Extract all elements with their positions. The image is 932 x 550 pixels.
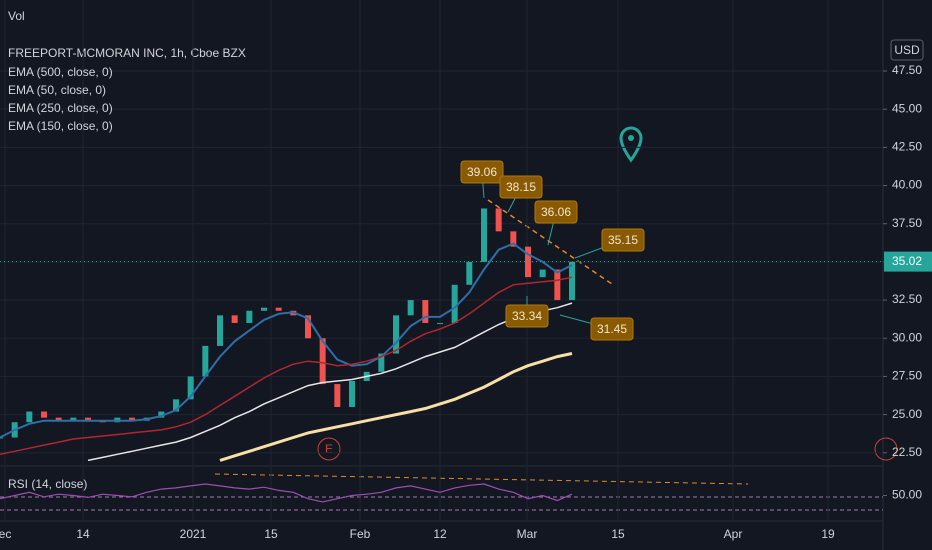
candle xyxy=(334,384,341,407)
event-label: E xyxy=(325,442,333,456)
legend-entry: EMA (500, close, 0) xyxy=(8,65,113,79)
rsi-line xyxy=(0,483,573,503)
candle xyxy=(466,261,473,285)
y-tick-label: 22.50 xyxy=(892,445,922,459)
candle xyxy=(70,417,77,421)
callout-box xyxy=(601,228,645,252)
candle xyxy=(85,417,91,421)
candle xyxy=(539,269,546,278)
x-tick-label: 19 xyxy=(821,527,835,541)
ema-line xyxy=(0,276,573,456)
candle xyxy=(231,315,238,323)
candle xyxy=(305,315,311,339)
x-tick-label: 12 xyxy=(433,527,447,541)
candle xyxy=(0,437,3,439)
y-tick-label: 42.50 xyxy=(892,140,922,154)
x-tick-label: Feb xyxy=(350,527,371,541)
callout-label: 38.15 xyxy=(506,180,536,194)
candle xyxy=(407,300,414,316)
candle xyxy=(495,208,502,232)
y-tick-label: 50.00 xyxy=(892,488,922,502)
legend-entry: EMA (150, close, 0) xyxy=(8,119,113,133)
candle xyxy=(349,381,355,407)
y-tick-label: 30.00 xyxy=(892,330,922,344)
rsi-trendline xyxy=(214,473,749,485)
candle xyxy=(41,411,47,418)
y-tick-label: 40.00 xyxy=(892,178,922,192)
last-price-box xyxy=(884,251,932,272)
x-tick-label: Mar xyxy=(517,527,538,541)
map-pin[interactable] xyxy=(619,126,643,163)
candle xyxy=(554,269,561,301)
y-tick-label: 45.00 xyxy=(892,101,922,115)
candle xyxy=(510,231,517,247)
y-tick-label: 27.50 xyxy=(892,369,922,383)
rsi-label: RSI (14, close) xyxy=(8,477,87,491)
map-pin-dot xyxy=(628,135,634,141)
candle xyxy=(173,399,179,412)
candle xyxy=(569,261,575,301)
candle xyxy=(217,315,223,346)
callout-label: 39.06 xyxy=(467,165,497,179)
legend-entry: EMA (250, close, 0) xyxy=(8,101,113,115)
candle xyxy=(437,322,443,324)
x-tick-label: ec xyxy=(0,527,11,541)
candle xyxy=(55,417,62,421)
candle xyxy=(451,284,458,323)
candle xyxy=(187,376,194,400)
callout-box xyxy=(499,175,543,199)
x-tick-label: 15 xyxy=(264,527,278,541)
callout-box xyxy=(534,200,578,224)
y-tick-label: 47.50 xyxy=(892,63,922,77)
callout-box xyxy=(505,304,549,328)
x-tick-label: 14 xyxy=(76,527,90,541)
price-trendline xyxy=(487,199,613,285)
currency: USD xyxy=(894,43,920,57)
x-tick-label: 2021 xyxy=(180,527,207,541)
candle xyxy=(422,300,429,323)
y-tick-label: 37.50 xyxy=(892,216,922,230)
callout-label: 33.34 xyxy=(512,309,542,323)
legend-entry: EMA (50, close, 0) xyxy=(8,83,106,97)
ema-line xyxy=(87,302,573,462)
last-price-label: 35.02 xyxy=(892,254,922,268)
candle xyxy=(261,307,267,311)
callout-label: 31.45 xyxy=(597,322,627,336)
candle xyxy=(378,353,385,372)
event-marker[interactable] xyxy=(317,437,341,461)
callout-label: 35.15 xyxy=(608,233,638,247)
candle xyxy=(481,208,487,262)
candle xyxy=(275,307,282,311)
symbol-title: FREEPORT-MCMORAN INC, 1h, Cboe BZX xyxy=(8,46,246,60)
x-tick-label: Apr xyxy=(724,527,743,541)
y-tick-label: 25.00 xyxy=(892,407,922,421)
candle xyxy=(26,411,33,423)
callout-label: 36.06 xyxy=(541,205,571,219)
candle xyxy=(393,315,399,354)
x-tick-label: 15 xyxy=(611,527,625,541)
candle xyxy=(202,345,209,377)
ema-line xyxy=(219,352,573,462)
candle xyxy=(319,338,326,385)
y-tick-label: 32.50 xyxy=(892,292,922,306)
currency-box[interactable] xyxy=(890,39,924,61)
callout-box xyxy=(460,160,504,184)
event-marker[interactable] xyxy=(874,437,898,461)
candle xyxy=(129,417,135,421)
ema-line xyxy=(0,242,573,439)
callout-box xyxy=(590,317,634,341)
candle xyxy=(246,310,253,323)
volume-label: Vol xyxy=(8,9,25,23)
candle xyxy=(158,411,165,418)
